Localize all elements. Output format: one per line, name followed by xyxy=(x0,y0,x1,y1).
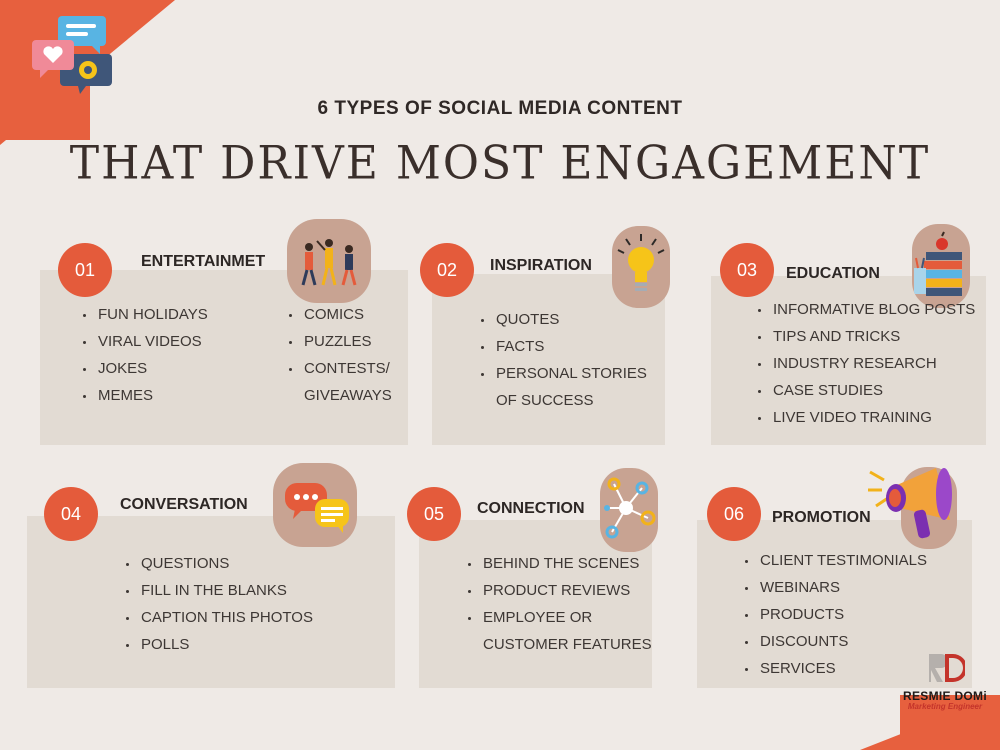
list-item: CASE STUDIES xyxy=(771,377,975,404)
list-item: BEHIND THE SCENES xyxy=(481,550,652,577)
education-list: INFORMATIVE BLOG POSTS TIPS AND TRICKS I… xyxy=(753,296,975,431)
list-item: DISCOUNTS xyxy=(758,628,927,655)
list-item: PRODUCTS xyxy=(758,601,927,628)
list-item: FILL IN THE BLANKS xyxy=(139,577,313,604)
list-item: POLLS xyxy=(139,631,313,658)
card-number-04: 04 xyxy=(44,487,98,541)
list-item: SERVICES xyxy=(758,655,927,682)
list-item: COMICS xyxy=(302,301,392,328)
brand-block: RESMIE DOMi Marketing Engineer xyxy=(900,652,990,711)
card-title-promotion: PROMOTION xyxy=(772,509,871,526)
connection-list: BEHIND THE SCENES PRODUCT REVIEWS EMPLOY… xyxy=(463,550,652,658)
card-number-05: 05 xyxy=(407,487,461,541)
list-item: CONTESTS/ xyxy=(302,355,392,382)
list-item: JOKES xyxy=(96,355,208,382)
social-chat-icon xyxy=(32,16,112,94)
conversation-list: QUESTIONS FILL IN THE BLANKS CAPTION THI… xyxy=(121,550,313,658)
list-item: INFORMATIVE BLOG POSTS xyxy=(771,296,975,323)
megaphone-graphic xyxy=(868,468,952,539)
list-item: FUN HOLIDAYS xyxy=(96,301,208,328)
brand-name: RESMIE DOMi xyxy=(903,689,987,703)
list-item: GIVEAWAYS xyxy=(304,387,392,404)
brand-logo-icon xyxy=(929,654,967,682)
lightbulb-icon xyxy=(612,226,670,308)
list-item: MEMES xyxy=(96,382,208,409)
card-title-conversation: CONVERSATION xyxy=(120,496,248,513)
card-number-06: 06 xyxy=(707,487,761,541)
list-item: PRODUCT REVIEWS xyxy=(481,577,652,604)
subtitle: 6 TYPES OF SOCIAL MEDIA CONTENT xyxy=(317,98,683,119)
card-number-01: 01 xyxy=(58,243,112,297)
card-title-connection: CONNECTION xyxy=(477,500,585,517)
brand-role: Marketing Engineer xyxy=(907,702,983,711)
list-item: PUZZLES xyxy=(302,328,392,355)
books-icon xyxy=(912,224,970,308)
inspiration-list: QUOTES FACTS PERSONAL STORIES OF SUCCESS xyxy=(476,306,647,414)
list-item: QUESTIONS xyxy=(139,550,313,577)
list-item: VIRAL VIDEOS xyxy=(96,328,208,355)
chat-bubbles-icon xyxy=(273,463,357,547)
list-item: EMPLOYEE OR xyxy=(481,604,652,631)
list-item: FACTS xyxy=(494,333,647,360)
page-title: THAT DRIVE MOST ENGAGEMENT xyxy=(69,136,931,191)
entertainment-list-2: COMICS PUZZLES CONTESTS/ GIVEAWAYS xyxy=(284,301,392,409)
list-item: LIVE VIDEO TRAINING xyxy=(771,404,975,431)
promotion-list: CLIENT TESTIMONIALS WEBINARS PRODUCTS DI… xyxy=(740,547,927,682)
network-icon xyxy=(600,468,658,552)
card-number-02: 02 xyxy=(420,243,474,297)
card-title-entertainment: ENTERTAINMET xyxy=(141,253,266,270)
list-item: OF SUCCESS xyxy=(496,392,594,409)
people-dancing-icon xyxy=(287,219,371,303)
card-title-inspiration: INSPIRATION xyxy=(490,257,592,274)
list-item: CAPTION THIS PHOTOS xyxy=(139,604,313,631)
list-item: QUOTES xyxy=(494,306,647,333)
corner-decoration-bottom-right-fill xyxy=(900,695,1000,750)
card-number-03: 03 xyxy=(720,243,774,297)
entertainment-list: FUN HOLIDAYS VIRAL VIDEOS JOKES MEMES xyxy=(78,301,208,409)
list-item: CUSTOMER FEATURES xyxy=(483,636,652,653)
list-item: TIPS AND TRICKS xyxy=(771,323,975,350)
card-title-education: EDUCATION xyxy=(786,265,880,282)
list-item: WEBINARS xyxy=(758,574,927,601)
list-item: CLIENT TESTIMONIALS xyxy=(758,547,927,574)
list-item: PERSONAL STORIES xyxy=(494,360,647,387)
list-item: INDUSTRY RESEARCH xyxy=(771,350,975,377)
